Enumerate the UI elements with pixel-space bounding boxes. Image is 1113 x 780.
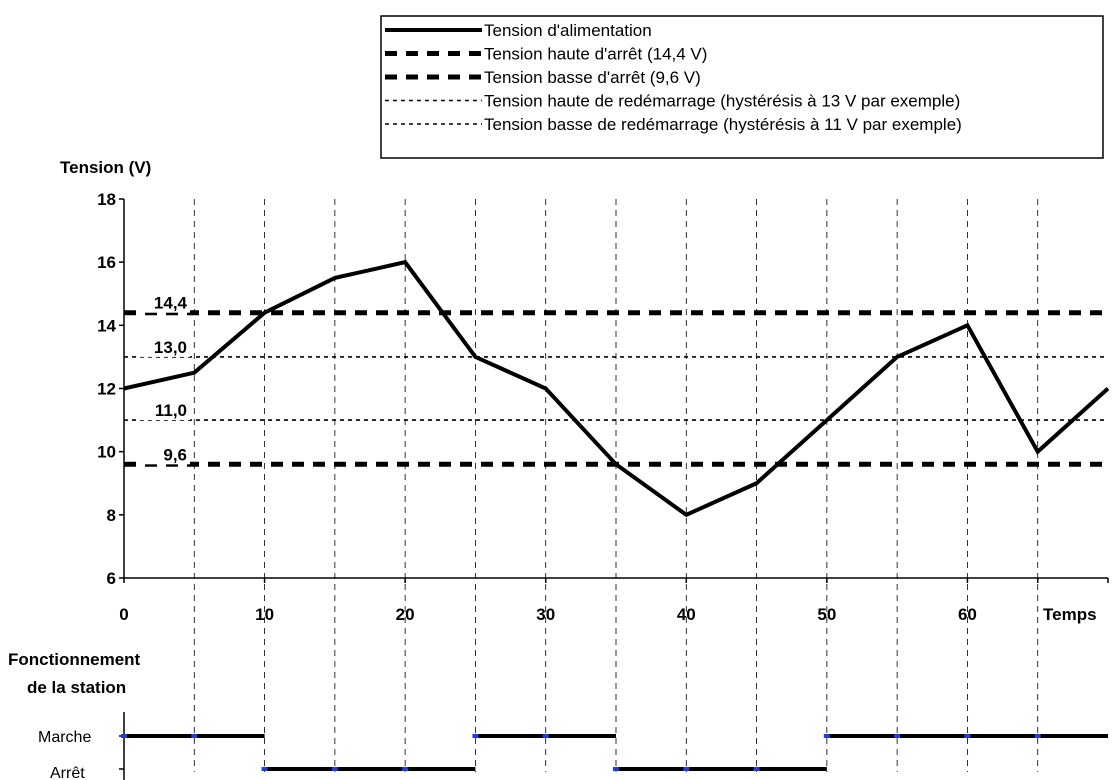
station-marker-3-40 (683, 767, 690, 771)
x-tick-label-1: 10 (255, 605, 274, 624)
station-marker-4-55 (894, 734, 901, 738)
y-tick-label-2: 10 (97, 443, 116, 462)
y-tick-label-3: 12 (97, 380, 116, 399)
reference-label-2: 11,0 (155, 401, 187, 420)
reference-label-1: 13,0 (154, 338, 187, 357)
reference-label-bg-0 (140, 290, 190, 313)
x-tick-label-4: 40 (677, 605, 696, 624)
station-marker-4-65 (1034, 734, 1041, 738)
legend-label-1: Tension haute d'arrêt (14,4 V) (484, 45, 707, 64)
y-axis-title: Tension (V) (60, 158, 151, 177)
station-title-line1: Fonctionnement (8, 650, 141, 669)
station-segments (121, 734, 1108, 771)
legend-box (380, 15, 1104, 159)
x-axis-title: Temps (1043, 605, 1097, 624)
reference-label-bg-1 (140, 334, 190, 357)
station-marker-1-15 (331, 767, 338, 771)
x-tick-label-5: 50 (817, 605, 836, 624)
x-tick-label-6: 60 (958, 605, 977, 624)
legend-label-0: Tension d'alimentation (484, 21, 652, 40)
y-tick-label-0: 6 (107, 569, 116, 588)
station-axis (119, 712, 125, 780)
station-marker-2-30 (542, 734, 549, 738)
y-tick-label-6: 18 (97, 190, 116, 209)
reference-label-bg-3 (140, 442, 190, 465)
station-marker-3-35 (613, 767, 619, 771)
reference-label-0: 14,4 (154, 294, 188, 313)
station-on-label: Marche (38, 729, 91, 746)
station-marker-1-10 (261, 767, 268, 771)
axes: 6 8 10 12 14 16 18 0 10 20 30 40 50 60 (97, 190, 1109, 624)
legend-label-2: Tension basse d'arrêt (9,6 V) (484, 68, 701, 87)
x-tick-label-0: 0 (119, 605, 128, 624)
series (123, 259, 1110, 518)
station-marker-2-25 (472, 734, 479, 738)
station-title-line2: de la station (27, 678, 126, 697)
y-tick-label-4: 14 (97, 316, 116, 335)
reference-label-3: 9,6 (163, 445, 187, 464)
x-tick-label-2: 20 (396, 605, 415, 624)
reference-label-bg-2 (140, 398, 190, 421)
station-marker-0-5 (191, 734, 198, 738)
station-off-label: Arrêt (50, 765, 85, 780)
gridlines (193, 199, 1039, 772)
y-tick-label-1: 8 (107, 506, 116, 525)
station-marker-1-20 (402, 767, 409, 771)
station-marker-4-60 (964, 734, 971, 738)
legend-label-3: Tension haute de redémarrage (hystérésis… (484, 92, 960, 111)
x-tick-label-3: 30 (536, 605, 555, 624)
y-tick-label-5: 16 (97, 253, 116, 272)
station-marker-3-45 (753, 767, 760, 771)
station-marker-4-50 (823, 734, 830, 738)
legend: Tension d'alimentation Tension haute d'ar… (380, 15, 1104, 159)
station-marker-0-0 (121, 734, 127, 738)
legend-label-4: Tension basse de redémarrage (hystérésis… (484, 115, 962, 134)
